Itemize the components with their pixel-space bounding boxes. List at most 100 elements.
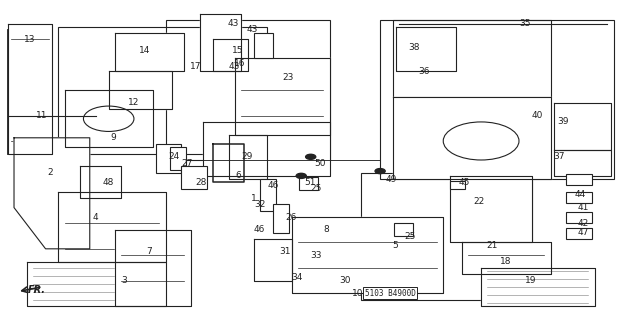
Text: 6: 6: [235, 172, 241, 180]
Polygon shape: [65, 90, 153, 147]
Polygon shape: [396, 27, 456, 71]
Text: 4: 4: [93, 212, 98, 222]
Text: 1: 1: [250, 194, 257, 203]
Bar: [58, 27, 266, 154]
Polygon shape: [27, 261, 165, 306]
Polygon shape: [14, 138, 90, 249]
Text: 49: 49: [385, 174, 396, 184]
Text: 2: 2: [48, 168, 53, 177]
Text: 50: 50: [314, 159, 325, 168]
Bar: [165, 20, 330, 160]
Text: 23: 23: [282, 73, 294, 82]
Circle shape: [306, 154, 316, 159]
Bar: [170, 147, 186, 170]
Text: 18: 18: [500, 257, 512, 266]
Text: 25: 25: [311, 184, 322, 193]
Text: 15: 15: [232, 46, 243, 55]
Text: 3: 3: [121, 276, 127, 285]
Text: 40: 40: [532, 111, 543, 120]
Bar: [273, 204, 288, 233]
Polygon shape: [58, 192, 165, 261]
Polygon shape: [553, 150, 611, 176]
Text: 21: 21: [486, 241, 498, 250]
Text: 22: 22: [474, 197, 485, 206]
Text: 48: 48: [102, 178, 113, 187]
Text: 35: 35: [519, 19, 531, 28]
Text: 34: 34: [292, 273, 303, 282]
Text: 39: 39: [557, 117, 568, 126]
Bar: [156, 144, 181, 173]
Text: 33: 33: [311, 251, 322, 260]
Polygon shape: [115, 33, 184, 71]
Text: 16: 16: [234, 59, 245, 68]
Polygon shape: [204, 122, 330, 176]
Text: 45: 45: [459, 178, 470, 187]
Text: 28: 28: [196, 178, 207, 187]
Text: 17: 17: [190, 62, 201, 71]
Text: 11: 11: [36, 111, 48, 120]
Text: 44: 44: [574, 190, 586, 199]
Polygon shape: [235, 59, 330, 135]
Polygon shape: [292, 217, 443, 293]
Text: 19: 19: [526, 276, 537, 285]
Polygon shape: [462, 243, 550, 274]
Circle shape: [375, 169, 385, 174]
Text: 24: 24: [169, 152, 180, 161]
Bar: [450, 180, 465, 188]
Polygon shape: [481, 268, 595, 306]
Text: 43: 43: [228, 19, 239, 28]
Text: 27: 27: [181, 159, 193, 168]
Text: 47: 47: [577, 228, 588, 237]
Text: 46: 46: [254, 225, 265, 234]
Bar: [392, 20, 550, 97]
Text: 10: 10: [352, 289, 363, 298]
Text: 14: 14: [139, 46, 150, 55]
Text: 46: 46: [268, 181, 279, 190]
Bar: [181, 166, 207, 188]
Text: 8: 8: [323, 225, 329, 234]
Text: 42: 42: [577, 219, 588, 228]
Text: 41: 41: [577, 203, 588, 212]
Polygon shape: [115, 230, 191, 306]
Polygon shape: [108, 71, 172, 109]
Text: 32: 32: [254, 200, 265, 209]
Circle shape: [296, 173, 306, 178]
Text: 5: 5: [392, 241, 399, 250]
Polygon shape: [200, 14, 242, 71]
Polygon shape: [553, 103, 611, 150]
Text: 25: 25: [404, 232, 415, 241]
Bar: [299, 178, 318, 190]
Text: 31: 31: [279, 247, 290, 257]
Text: 9: 9: [110, 133, 117, 142]
Polygon shape: [81, 166, 121, 198]
Text: 51: 51: [304, 178, 316, 187]
Text: 43: 43: [246, 25, 257, 35]
Bar: [566, 192, 592, 203]
Text: 43: 43: [229, 62, 240, 71]
Text: 38: 38: [408, 43, 420, 52]
Text: 7: 7: [146, 247, 152, 257]
Polygon shape: [254, 239, 292, 281]
Text: 30: 30: [339, 276, 351, 285]
Polygon shape: [213, 144, 245, 182]
Text: 26: 26: [285, 212, 297, 222]
Bar: [566, 212, 592, 223]
Text: 37: 37: [553, 152, 565, 161]
Text: 36: 36: [418, 67, 429, 76]
Bar: [254, 33, 273, 59]
Polygon shape: [229, 135, 266, 179]
Bar: [566, 228, 592, 239]
Text: FR.: FR.: [28, 285, 46, 295]
Bar: [380, 20, 614, 179]
Polygon shape: [450, 176, 532, 243]
Polygon shape: [8, 24, 52, 154]
Bar: [566, 174, 592, 185]
Text: 13: 13: [23, 35, 35, 44]
Text: 12: 12: [127, 99, 139, 108]
Bar: [361, 173, 532, 300]
Text: 29: 29: [242, 152, 252, 161]
Bar: [260, 179, 276, 211]
Polygon shape: [213, 39, 247, 71]
Text: 5103 B4900D: 5103 B4900D: [365, 289, 416, 298]
Bar: [394, 223, 413, 236]
